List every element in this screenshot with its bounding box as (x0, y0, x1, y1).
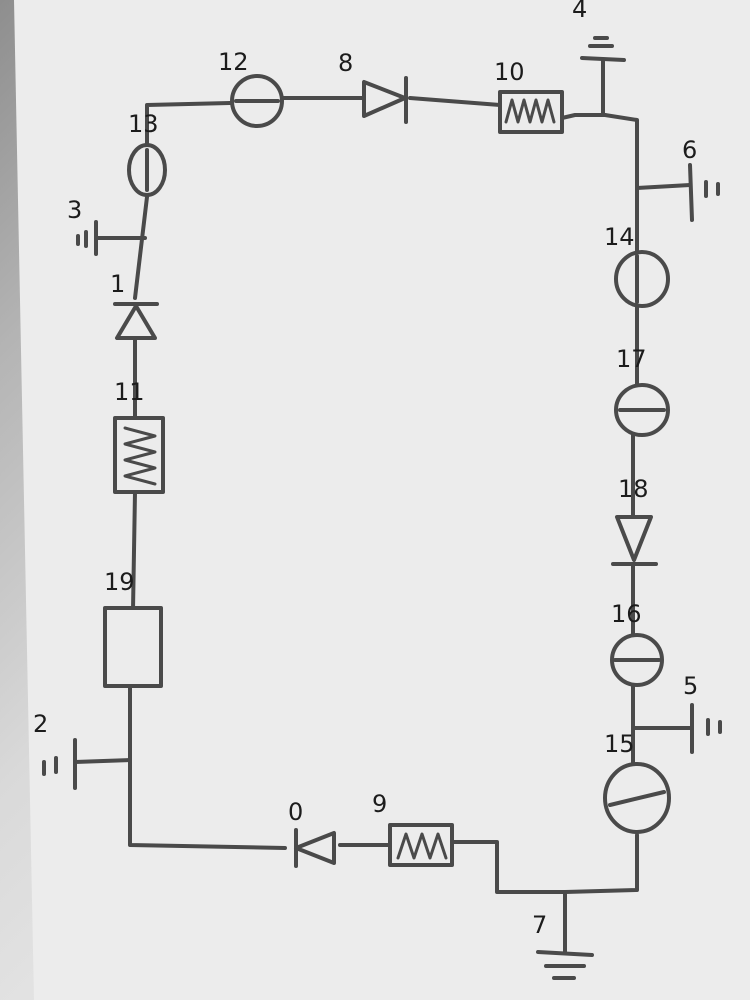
label-6: 6 (682, 136, 697, 164)
inductor-10 (498, 90, 564, 134)
label-8: 8 (338, 49, 353, 77)
label-2: 2 (33, 710, 48, 738)
voltage-source-13 (127, 143, 167, 197)
ground-4 (580, 36, 626, 62)
wire-13-12 (145, 101, 232, 147)
current-source-12 (230, 74, 284, 128)
label-18: 18 (618, 475, 649, 503)
paper-sheet (14, 0, 750, 1000)
label-1: 1 (110, 270, 125, 298)
label-13: 13 (128, 110, 159, 138)
ground-3 (76, 220, 98, 256)
wires (73, 58, 694, 954)
wire-10-junction (560, 113, 607, 120)
voltage-source-17 (614, 383, 670, 437)
current-source-14 (614, 250, 670, 308)
diode-18 (611, 515, 658, 566)
wire-ground6 (635, 183, 692, 190)
labels: 0 1 2 3 4 5 6 7 8 9 10 11 12 13 14 15 16… (33, 0, 698, 939)
label-3: 3 (67, 196, 82, 224)
diode-0 (294, 828, 336, 868)
label-16: 16 (611, 600, 642, 628)
label-9: 9 (372, 790, 387, 818)
label-0: 0 (288, 798, 303, 826)
ground-5 (690, 703, 722, 754)
diode-1 (113, 302, 159, 340)
ground-2 (42, 738, 77, 790)
label-11: 11 (114, 378, 145, 406)
label-4: 4 (572, 0, 587, 23)
wire-11-19 (131, 490, 137, 612)
label-14: 14 (604, 223, 635, 251)
voltage-source-16 (610, 633, 664, 687)
wire-14-top (603, 113, 639, 254)
wire-8-10 (408, 96, 502, 107)
ground-6 (688, 163, 720, 222)
label-10: 10 (494, 58, 525, 86)
label-17: 17 (616, 345, 647, 373)
inductor-11 (113, 416, 165, 494)
label-5: 5 (683, 672, 698, 700)
wire-9-junction (450, 840, 567, 894)
inductor-9 (388, 823, 454, 867)
wire-left-ground2 (73, 758, 132, 764)
label-19: 19 (104, 568, 135, 596)
wire-left-bottom (128, 683, 287, 850)
voltage-source-15 (603, 762, 671, 834)
diode-8 (362, 76, 408, 124)
resistor-box-19 (103, 606, 163, 688)
wire-13-1 (133, 195, 149, 300)
label-12: 12 (218, 48, 249, 76)
label-15: 15 (604, 730, 635, 758)
ground-7 (536, 950, 594, 980)
wire-junction-15 (563, 833, 639, 894)
label-7: 7 (532, 911, 547, 939)
